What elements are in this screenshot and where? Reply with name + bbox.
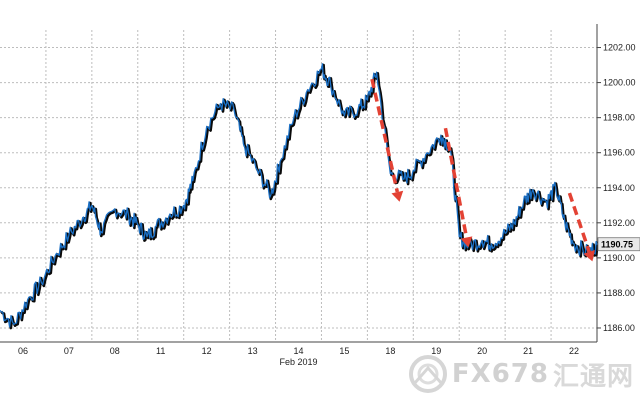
x-tick-label: 06 bbox=[18, 346, 28, 356]
y-tick-label: 1202.00 bbox=[603, 43, 636, 53]
watermark-cn: 汇通网 bbox=[552, 361, 634, 392]
fx678-logo-icon bbox=[408, 355, 447, 393]
series-line-shadow bbox=[0, 63, 600, 330]
chart-plot-area bbox=[0, 63, 600, 330]
x-axis-title: Feb 2019 bbox=[279, 357, 317, 367]
last-value-label: 1190.75 bbox=[597, 237, 640, 252]
annotation-dashed-arrow bbox=[567, 192, 591, 253]
watermark: FX678 汇通网 bbox=[408, 352, 634, 396]
x-tick-label: 12 bbox=[202, 346, 212, 356]
y-tick-label: 1196.00 bbox=[603, 148, 635, 158]
y-tick-label: 1198.00 bbox=[603, 113, 635, 123]
chart-annotations bbox=[370, 78, 595, 262]
last-value-text: 1190.75 bbox=[601, 240, 633, 250]
x-tick-label: 22 bbox=[569, 346, 579, 356]
x-tick-label: 14 bbox=[293, 346, 303, 356]
x-tick-label: 18 bbox=[385, 346, 395, 356]
x-tick-label: 20 bbox=[477, 346, 487, 356]
y-tick-label: 1186.00 bbox=[603, 323, 635, 333]
x-tick-label: 07 bbox=[64, 346, 74, 356]
y-axis-ticks: 1186.00 1188.00 1190.00 1192.00 1194.00 1196.… bbox=[597, 43, 636, 333]
x-tick-label: 08 bbox=[110, 346, 120, 356]
y-tick-label: 1200.00 bbox=[603, 78, 636, 88]
x-tick-label: 19 bbox=[431, 346, 441, 356]
chart-axes bbox=[0, 24, 598, 343]
x-tick-label: 21 bbox=[523, 346, 533, 356]
x-tick-label: 11 bbox=[156, 346, 165, 356]
annotation-dashed-arrow bbox=[443, 127, 469, 238]
annotation-dashed-arrow bbox=[370, 78, 400, 193]
x-axis-ticks: 06 07 08 11 12 13 14 15 18 19 20 21 22 bbox=[18, 346, 579, 356]
annotation-arrowhead bbox=[460, 236, 473, 248]
chart-grid bbox=[0, 30, 597, 342]
annotation-arrowhead bbox=[583, 249, 595, 262]
y-tick-label: 1192.00 bbox=[603, 218, 635, 228]
watermark-brand: FX678 bbox=[451, 359, 549, 389]
annotation-arrowhead bbox=[391, 190, 404, 202]
y-tick-label: 1194.00 bbox=[603, 183, 635, 193]
x-tick-label: 13 bbox=[248, 346, 258, 356]
series-line bbox=[0, 63, 598, 328]
y-tick-label: 1190.00 bbox=[603, 253, 635, 263]
x-tick-label: 15 bbox=[339, 346, 349, 356]
y-tick-label: 1188.00 bbox=[603, 288, 635, 298]
last-value-background bbox=[597, 237, 640, 252]
